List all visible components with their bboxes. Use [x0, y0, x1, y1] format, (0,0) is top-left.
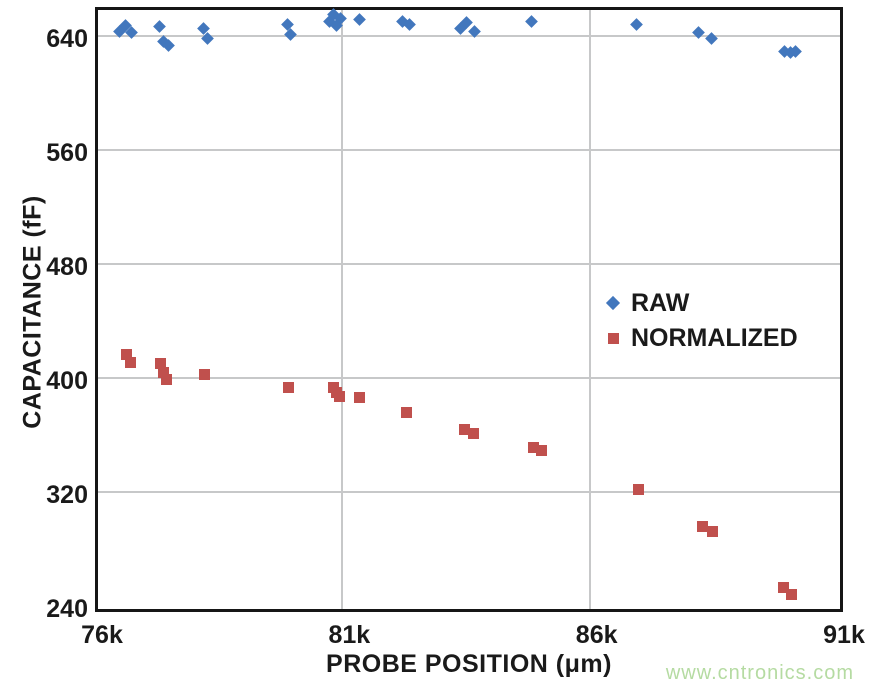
- normalized-point: [707, 526, 719, 538]
- normalized-point: [283, 382, 295, 394]
- gridline-y-640: [98, 34, 840, 37]
- gridline-y-560: [98, 148, 840, 151]
- normalized-point: [125, 356, 137, 368]
- raw-point: [525, 14, 539, 28]
- legend-item-normalized: NORMALIZED: [603, 323, 798, 352]
- normalized-square-icon: [603, 332, 623, 344]
- y-tick-label-560: 560: [46, 138, 88, 167]
- raw-diamond-icon: [603, 295, 623, 311]
- legend-label-normalized: NORMALIZED: [631, 323, 798, 352]
- raw-point: [153, 20, 167, 34]
- raw-point: [352, 13, 366, 27]
- normalized-point: [632, 483, 644, 495]
- normalized-point: [400, 406, 412, 418]
- y-tick-label-240: 240: [46, 595, 88, 623]
- normalized-point: [786, 589, 798, 601]
- x-axis-title: PROBE POSITION (μm): [326, 650, 612, 678]
- normalized-point: [120, 349, 132, 361]
- gridline-y-320: [98, 490, 840, 493]
- y-tick-label-400: 400: [46, 366, 88, 395]
- watermark: www.cntronics.com: [665, 662, 854, 684]
- gridline-x-86000: [588, 10, 591, 609]
- raw-point: [692, 26, 706, 40]
- gridline-y-480: [98, 262, 840, 265]
- normalized-point: [536, 445, 548, 457]
- legend-label-raw: RAW: [631, 288, 690, 317]
- x-tick-label-91k: 91k: [823, 621, 865, 649]
- y-tick-label-320: 320: [46, 480, 88, 509]
- normalized-point: [155, 358, 167, 370]
- normalized-point: [353, 392, 365, 404]
- normalized-point: [199, 369, 211, 381]
- y-tick-label-640: 640: [46, 24, 88, 53]
- legend: RAW NORMALIZED: [603, 288, 798, 360]
- normalized-point: [161, 373, 173, 385]
- raw-point: [281, 17, 295, 31]
- x-tick-label-86k: 86k: [575, 621, 618, 649]
- gridline-x-81000: [341, 10, 344, 609]
- normalized-point: [334, 390, 346, 402]
- x-tick-label-76k: 76k: [81, 621, 123, 649]
- plot-area: RAW NORMALIZED: [95, 7, 843, 612]
- legend-item-raw: RAW: [603, 288, 798, 317]
- x-tick-label-81k: 81k: [328, 621, 371, 649]
- normalized-point: [528, 442, 540, 454]
- normalized-point: [697, 520, 709, 532]
- normalized-point: [458, 423, 470, 435]
- gridline-y-400: [98, 376, 840, 379]
- normalized-point: [158, 366, 170, 378]
- normalized-point: [468, 427, 480, 439]
- raw-point: [630, 17, 644, 31]
- normalized-point: [777, 581, 789, 593]
- y-tick-label-480: 480: [46, 252, 88, 281]
